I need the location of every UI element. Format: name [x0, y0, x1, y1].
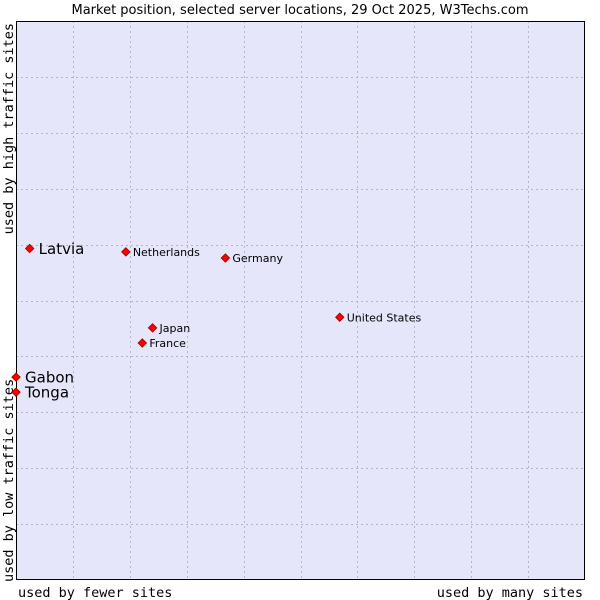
point-marker-icon: [11, 372, 21, 382]
point-label: Tonga: [24, 384, 69, 402]
data-point-japan: Japan: [147, 322, 191, 335]
plot-border: [16, 21, 585, 580]
point-marker-icon: [220, 253, 231, 263]
point-label: Latvia: [39, 240, 85, 258]
point-label: Netherlands: [133, 246, 200, 259]
chart-title: Market position, selected server locatio…: [71, 3, 528, 18]
data-points: Latvia Netherlands Germany United States Jap…: [11, 240, 422, 402]
data-point-germany: Germany: [220, 252, 283, 265]
data-point-france: France: [137, 337, 186, 350]
point-marker-icon: [137, 338, 148, 348]
data-point-netherlands: Netherlands: [121, 246, 200, 259]
point-marker-icon: [24, 243, 35, 254]
point-label: Japan: [159, 322, 191, 335]
point-label: France: [149, 337, 186, 350]
y-axis-label-bottom: used by low traffic sites: [1, 379, 17, 582]
grid-lines: [16, 21, 585, 580]
point-label: United States: [347, 311, 422, 324]
data-point-gabon: Gabon: [11, 369, 74, 387]
plot-area: [16, 21, 585, 580]
y-axis-label-top: used by high traffic sites: [1, 23, 17, 234]
point-marker-icon: [11, 387, 21, 397]
data-point-latvia: Latvia: [24, 240, 85, 258]
point-marker-icon: [121, 247, 131, 257]
point-marker-icon: [147, 323, 158, 333]
data-point-tonga: Tonga: [11, 384, 69, 402]
point-label: Gabon: [25, 369, 74, 387]
x-axis-label-left: used by fewer sites: [18, 585, 172, 600]
point-label: Germany: [232, 252, 283, 265]
point-marker-icon: [334, 312, 345, 323]
x-axis-label-right: used by many sites: [437, 585, 583, 600]
data-point-united-states: United States: [334, 311, 422, 324]
